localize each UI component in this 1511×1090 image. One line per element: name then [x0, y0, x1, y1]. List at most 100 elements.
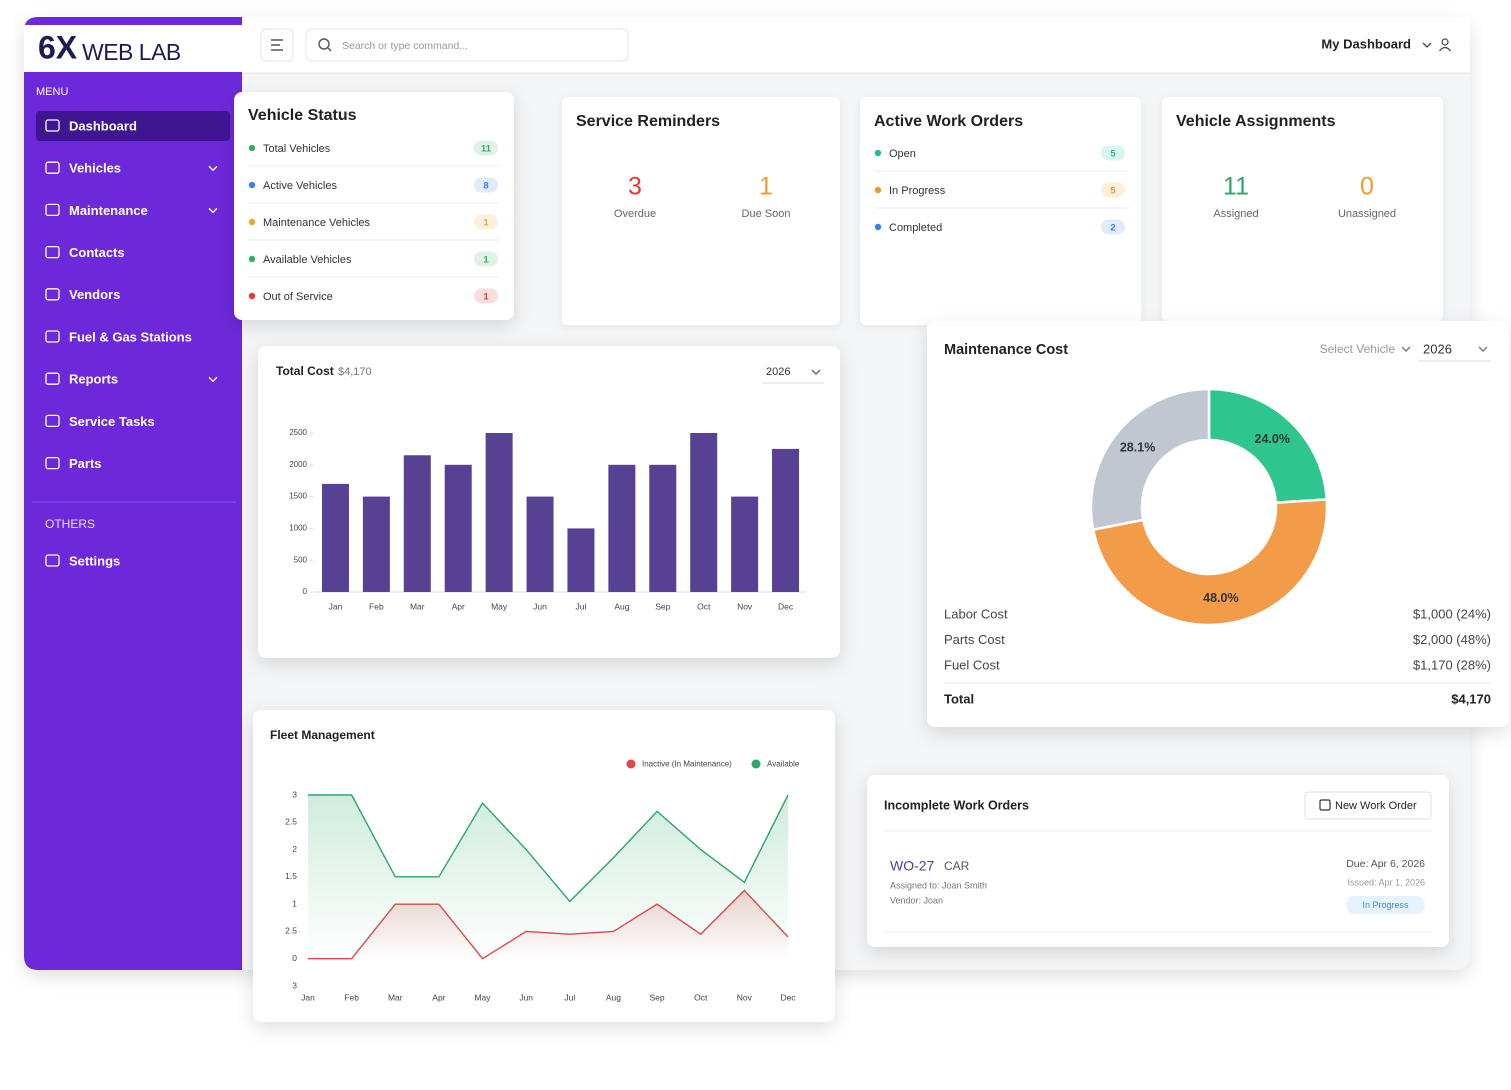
y-tick-label: 1.5: [285, 871, 297, 881]
status-label: Maintenance Vehicles: [263, 217, 371, 229]
nav-icon: [45, 372, 60, 385]
bar: [690, 433, 718, 592]
legend-swatch: [626, 759, 636, 769]
bar: [485, 433, 513, 592]
x-tick-label: Jun: [533, 601, 547, 611]
year-select[interactable]: 2026: [766, 366, 790, 378]
chevron: [1401, 346, 1411, 352]
count: 11: [481, 144, 492, 155]
active-work-orders-card: [860, 97, 1141, 325]
y-tick-label: 1500: [289, 492, 307, 501]
pie-slice: [1091, 498, 1329, 627]
legend-label: Available: [767, 760, 800, 769]
nav-item[interactable]: Contacts: [69, 245, 125, 260]
x-tick-label: May: [475, 992, 492, 1002]
year-select[interactable]: 2026: [1423, 341, 1452, 356]
x-tick-label: Mar: [388, 992, 403, 1002]
slice-label: 28.1%: [1120, 440, 1155, 454]
nav-icon: [45, 414, 60, 428]
nav-icon: [45, 554, 60, 567]
nav-item[interactable]: Vehicles: [69, 161, 121, 176]
pie-slice: [1089, 387, 1211, 532]
order-status: In Progress: [1362, 900, 1409, 910]
chevron: [811, 369, 821, 375]
x-tick-label: Sep: [650, 992, 665, 1002]
chevron: [1422, 42, 1432, 48]
user-icon: [1439, 46, 1451, 52]
y-tick-label: 2.5: [285, 926, 297, 936]
count: 1: [483, 218, 489, 229]
chevron: [208, 376, 218, 383]
bar: [731, 496, 759, 592]
x-tick-label: Jan: [329, 601, 343, 611]
legend-swatch: [751, 759, 761, 769]
count: 5: [1110, 149, 1116, 160]
new-work-order-button[interactable]: [1304, 791, 1432, 820]
order-type: CAR: [944, 859, 970, 873]
stat-label: Assigned: [1213, 208, 1258, 220]
nav-item[interactable]: Reports: [69, 372, 118, 387]
others-label: OTHERS: [45, 517, 95, 531]
search-box[interactable]: [305, 28, 629, 62]
x-tick-label: Oct: [697, 601, 711, 611]
chart-title: Total Cost: [276, 364, 334, 378]
sidebar: [24, 17, 242, 970]
stat-label: Unassigned: [1338, 208, 1396, 220]
x-tick-label: Jan: [301, 992, 315, 1002]
order-id[interactable]: WO-27: [890, 858, 935, 874]
order-vendor: Vendor: Joan: [890, 895, 943, 905]
y-tick-label: 3: [292, 980, 297, 990]
count-badge: [1101, 182, 1125, 198]
stat-value: 0: [1360, 173, 1374, 201]
x-tick-label: Mar: [410, 601, 425, 611]
count-badge: [1101, 219, 1125, 235]
count: 8: [483, 181, 488, 192]
chevron: [208, 207, 218, 214]
search-placeholder: Search or type command...: [342, 40, 468, 52]
stat-value: 3: [628, 173, 642, 201]
count-badge: [474, 251, 498, 267]
nav-icon: [45, 161, 60, 174]
x-tick-label: Jul: [564, 992, 575, 1002]
series-line: [308, 794, 789, 903]
logo-name: WEB LAB: [82, 39, 181, 65]
user-icon[interactable]: [1441, 38, 1449, 46]
nav-item[interactable]: Settings: [69, 553, 120, 568]
vehicle-assignments-card: [1162, 97, 1443, 322]
legend-amount: $1,000 (24%): [1413, 606, 1491, 621]
x-tick-label: Jul: [576, 601, 587, 611]
card-title: Vehicle Assignments: [1176, 113, 1336, 130]
search-icon: [318, 38, 330, 50]
status-dot: [248, 144, 256, 152]
legend-amount: $2,000 (48%): [1413, 632, 1491, 647]
nav-item[interactable]: Service Tasks: [69, 414, 155, 429]
count-badge: [474, 140, 498, 156]
status-label: Out of Service: [263, 291, 333, 303]
work-orders-card: [867, 775, 1449, 947]
status-dot: [248, 255, 256, 263]
count: 5: [1110, 186, 1116, 197]
search-icon: [327, 47, 332, 52]
card-title: Vehicle Status: [248, 107, 357, 124]
status-label: Total Vehicles: [263, 143, 331, 155]
y-tick-label: 0: [292, 953, 297, 963]
status-label: Active Vehicles: [263, 180, 337, 192]
slice-label: 24.0%: [1255, 432, 1290, 446]
vehicle-select[interactable]: Select Vehicle: [1320, 342, 1396, 356]
total-label: Total: [944, 691, 974, 706]
nav-item[interactable]: Parts: [69, 456, 102, 471]
y-tick-label: 500: [294, 555, 308, 564]
slice-label: 48.0%: [1203, 591, 1238, 605]
total-value: $4,170: [1451, 691, 1491, 706]
nav-item[interactable]: Vendors: [69, 287, 120, 302]
nav-item[interactable]: Maintenance: [69, 203, 148, 218]
button-label: New Work Order: [1335, 800, 1417, 812]
y-tick-label: 2000: [289, 460, 307, 469]
nav-icon: [45, 203, 60, 217]
count: 1: [483, 255, 489, 266]
dashboard-menu[interactable]: My Dashboard: [1321, 36, 1411, 51]
nav-item[interactable]: Fuel & Gas Stations: [69, 329, 192, 344]
nav-item[interactable]: Dashboard: [69, 118, 137, 133]
status-dot: [248, 218, 256, 226]
